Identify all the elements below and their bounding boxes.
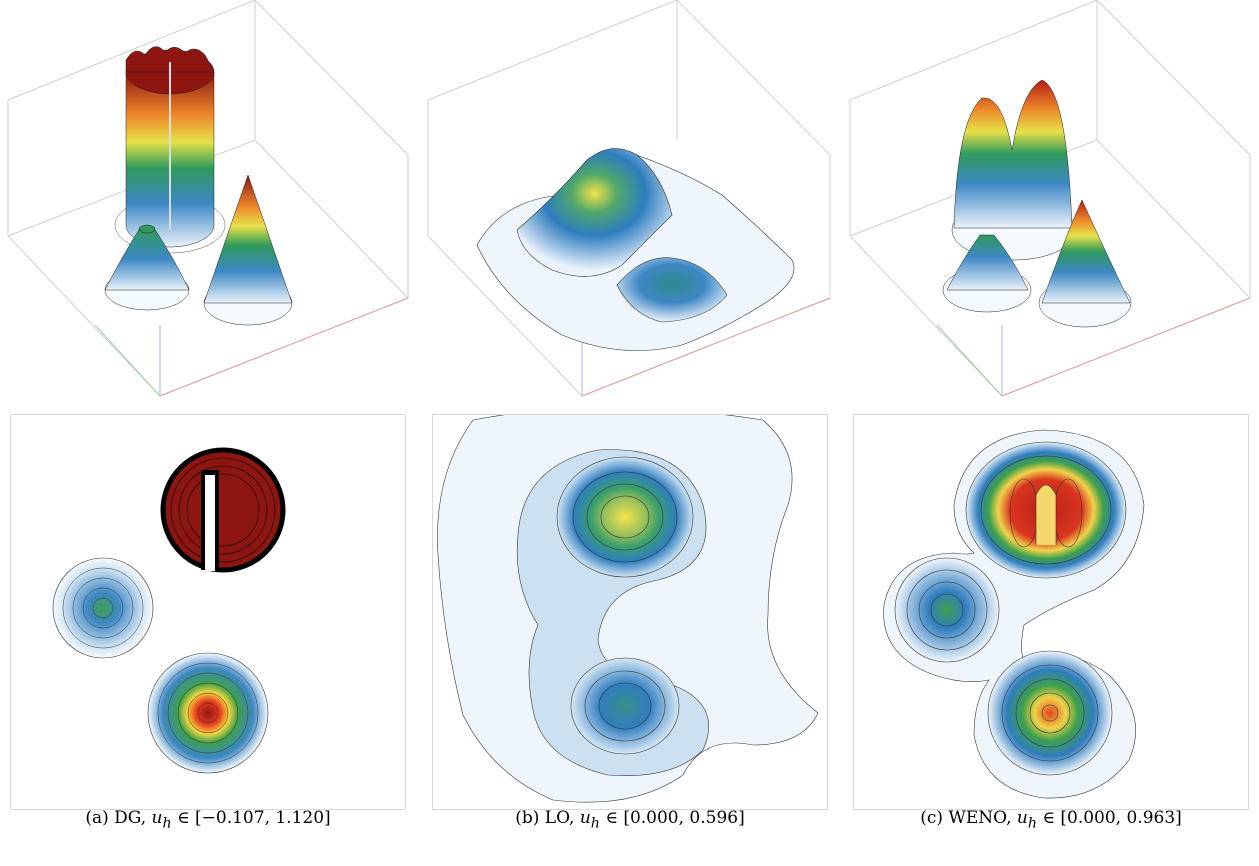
slotted-disk-contours [160, 447, 286, 573]
panel-b-surface-plot [422, 0, 842, 400]
caption-a: (a) DG, uh ∈ [−0.107, 1.120] [10, 808, 406, 831]
weno-surface [942, 79, 1132, 328]
caption-b-range: ∈ [0.000, 0.596] [605, 808, 745, 828]
caption-c-sub: h [1027, 815, 1037, 832]
slotted-cylinder [114, 46, 226, 254]
smooth-hump-contours [894, 557, 1000, 663]
caption-b: (b) LO, uh ∈ [0.000, 0.596] [432, 808, 828, 831]
cone [203, 174, 293, 326]
diffused-surface [476, 148, 795, 351]
caption-c-range: ∈ [0.000, 0.963] [1042, 808, 1182, 828]
cone-contours [987, 650, 1113, 776]
caption-b-sub: h [590, 815, 600, 832]
smooth-hump [104, 224, 190, 311]
cone-contours [147, 652, 269, 774]
smooth-hump-contours [52, 557, 154, 659]
panel-c-contour-plot [853, 414, 1249, 810]
caption-a-range: ∈ [−0.107, 1.120] [177, 808, 331, 828]
panel-a-contour-plot [10, 414, 406, 810]
caption-c-prefix: (c) WENO, [920, 808, 1017, 828]
caption-a-var: u [151, 808, 163, 828]
panel-a-surface-plot [0, 0, 420, 400]
diffused-contours [437, 415, 819, 803]
caption-a-sub: h [162, 815, 172, 832]
caption-c: (c) WENO, uh ∈ [0.000, 0.963] [853, 808, 1249, 831]
panel-b-contour-plot [432, 414, 828, 810]
caption-a-prefix: (a) DG, [85, 808, 152, 828]
caption-c-var: u [1016, 808, 1028, 828]
caption-b-prefix: (b) LO, [515, 808, 580, 828]
panel-c-surface-plot [842, 0, 1259, 400]
caption-b-var: u [579, 808, 591, 828]
